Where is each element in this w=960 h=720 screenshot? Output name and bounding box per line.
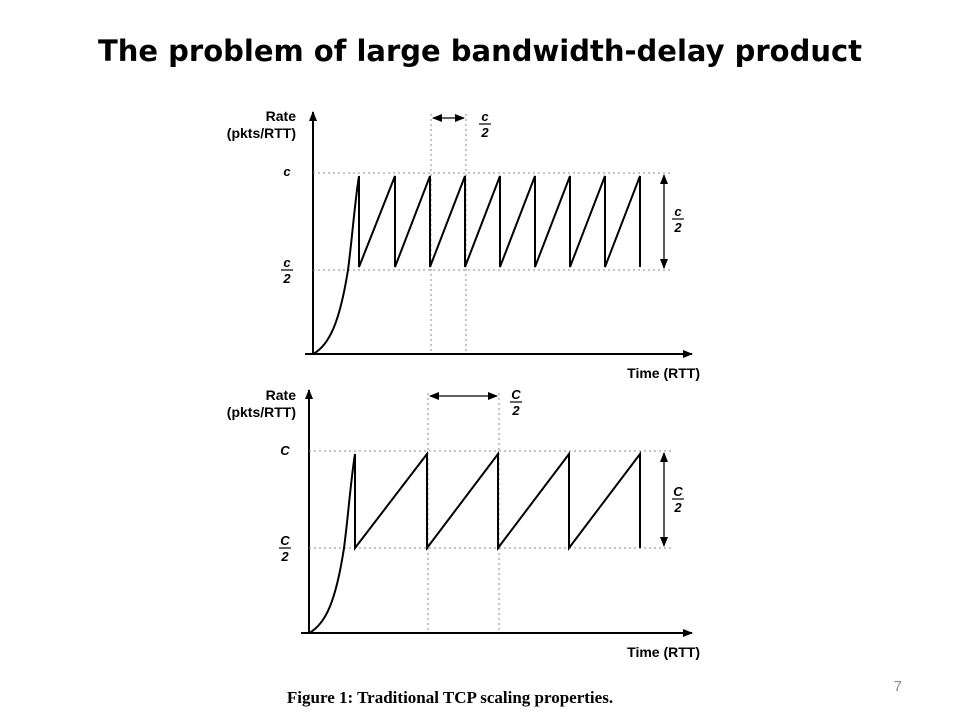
- bottom-x-label: Time (RTT): [627, 644, 700, 660]
- top-plot: Rate (pkts/RTT) Time (RTT) c c 2 c 2 c 2: [227, 108, 700, 381]
- bottom-plot: Rate (pkts/RTT) Time (RTT) C C 2 C 2 C 2: [227, 387, 700, 660]
- top-interval-label-num: c: [481, 109, 489, 124]
- top-max-label: c: [283, 164, 291, 179]
- bottom-half-label-den: 2: [280, 549, 289, 564]
- bottom-max-label: C: [280, 443, 290, 458]
- bottom-half-label-num: C: [280, 533, 290, 548]
- bottom-interval-label-num: C: [511, 387, 521, 402]
- top-span-label-num: c: [674, 204, 682, 219]
- top-y-label-line1: Rate: [266, 108, 297, 124]
- bottom-interval-label-den: 2: [511, 403, 520, 418]
- bottom-span-label-den: 2: [673, 500, 682, 515]
- bottom-rate-curve: [308, 451, 641, 634]
- slide-title: The problem of large bandwidth-delay pro…: [97, 34, 863, 68]
- page-number: 7: [893, 678, 902, 695]
- top-half-label-den: 2: [282, 271, 291, 286]
- bottom-y-label-line1: Rate: [266, 387, 297, 403]
- bottom-y-label-line2: (pkts/RTT): [227, 404, 296, 420]
- top-half-label-num: c: [283, 255, 291, 270]
- top-x-label: Time (RTT): [627, 365, 700, 381]
- figure-caption: Figure 1: Traditional TCP scaling proper…: [286, 688, 614, 707]
- bottom-span-label-num: C: [673, 484, 683, 499]
- top-y-label-line2: (pkts/RTT): [227, 125, 296, 141]
- top-interval-label-den: 2: [480, 125, 489, 140]
- top-span-label-den: 2: [673, 220, 682, 235]
- top-rate-curve: [312, 175, 641, 355]
